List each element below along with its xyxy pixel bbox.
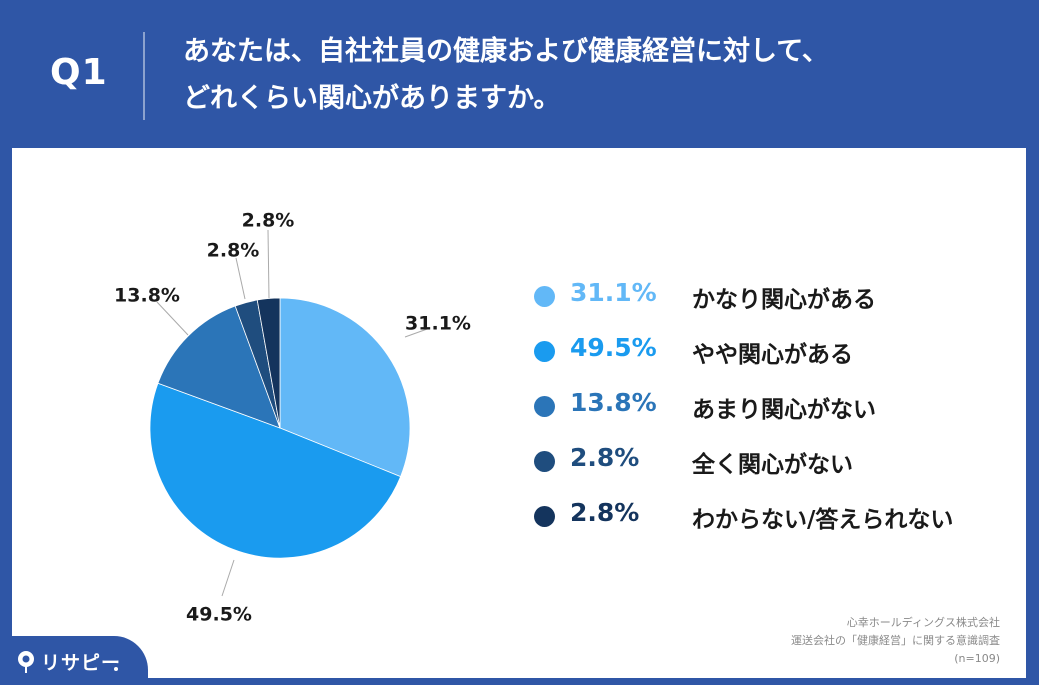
pie-slice (256, 297, 281, 429)
legend-swatch (534, 451, 555, 472)
pin-icon (18, 651, 34, 673)
legend-swatch (534, 286, 555, 307)
source-company: 心幸ホールディングス株式会社 (846, 616, 1000, 629)
leader-line (156, 301, 189, 336)
pie-slice (149, 382, 402, 559)
data-label: 49.5% (186, 604, 252, 626)
question-number: Q1 (50, 52, 108, 93)
brand-name: リサピー (41, 652, 122, 674)
question-title: あなたは、自社社員の健康および健康経営に対して、 どれくらい関心がありますか。 (183, 28, 1003, 122)
pie-slice (279, 297, 411, 478)
brand-dot (114, 667, 118, 671)
question-title-line2: どれくらい関心がありますか。 (183, 83, 561, 114)
legend-label: かなり関心がある (692, 287, 876, 313)
leader-line (404, 327, 431, 338)
data-label: 2.8% (207, 240, 260, 262)
legend-label: わからない/答えられない (692, 507, 954, 533)
legend-swatch (534, 396, 555, 417)
pie-slice (157, 305, 281, 429)
legend-swatch (534, 506, 555, 527)
data-label: 13.8% (114, 285, 180, 307)
legend-label: 全く関心がない (692, 452, 853, 478)
legend-value: 13.8% (570, 388, 657, 417)
legend-value: 31.1% (570, 278, 657, 307)
legend-value: 49.5% (570, 333, 657, 362)
chart-card: 31.1% 49.5% 13.8% 2.8% 2.8% 31.1% かなり関心がある 4… (12, 148, 1026, 678)
leader-line (235, 257, 246, 300)
legend-value: 2.8% (570, 498, 640, 527)
header-divider (143, 32, 145, 120)
leader-line (221, 559, 235, 597)
legend-value: 2.8% (570, 443, 640, 472)
question-title-line1: あなたは、自社社員の健康および健康経営に対して、 (183, 36, 829, 67)
pie-chart: 31.1% 49.5% 13.8% 2.8% 2.8% (114, 210, 471, 626)
source-sample-size: (n=109) (954, 652, 1000, 665)
header: Q1 あなたは、自社社員の健康および健康経営に対して、 どれくらい関心があります… (0, 0, 1039, 148)
leader-line (267, 229, 270, 299)
legend-label: やや関心がある (692, 342, 853, 368)
source-note: 心幸ホールディングス株式会社 運送会社の「健康経営」に関する意識調査 (n=10… (791, 614, 1000, 668)
legend-label: あまり関心がない (692, 397, 876, 423)
data-label: 2.8% (242, 210, 295, 232)
source-survey: 運送会社の「健康経営」に関する意識調査 (791, 634, 1000, 647)
brand-logo: リサピー (0, 636, 148, 685)
legend-swatch (534, 341, 555, 362)
data-label: 31.1% (405, 313, 471, 335)
